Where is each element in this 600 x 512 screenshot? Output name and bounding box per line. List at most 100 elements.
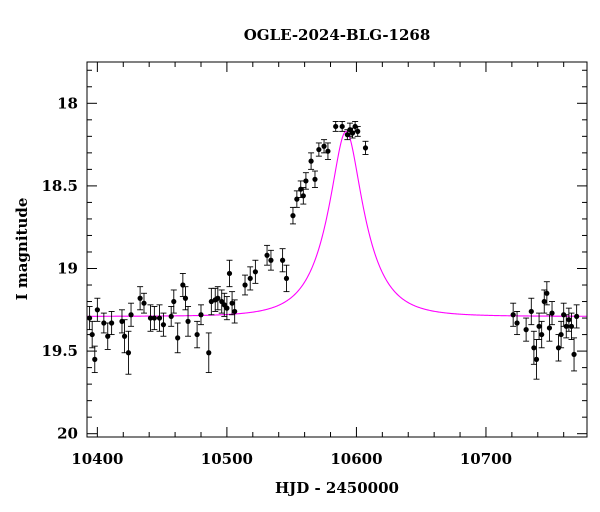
data-marker xyxy=(536,323,542,329)
data-marker xyxy=(325,148,331,154)
data-marker xyxy=(539,331,545,338)
data-point xyxy=(289,206,296,225)
data-marker xyxy=(546,325,553,331)
data-point xyxy=(247,266,254,291)
data-point xyxy=(571,337,578,372)
data-marker xyxy=(268,257,274,263)
data-point xyxy=(538,320,545,349)
model-curve xyxy=(87,130,587,317)
data-point xyxy=(104,322,111,350)
data-point xyxy=(174,322,181,354)
data-marker xyxy=(160,322,167,328)
data-marker xyxy=(94,307,100,313)
data-marker xyxy=(128,312,134,318)
data-marker xyxy=(141,300,147,306)
data-point xyxy=(528,297,535,326)
data-point xyxy=(514,310,521,336)
chart-title: OGLE-2024-BLG-1268 xyxy=(244,26,431,44)
data-point xyxy=(147,304,154,332)
data-marker xyxy=(321,143,327,149)
data-marker xyxy=(514,320,520,326)
data-marker xyxy=(574,313,580,320)
data-point xyxy=(226,259,233,288)
data-marker xyxy=(279,257,286,263)
data-point xyxy=(125,330,132,375)
data-marker xyxy=(185,318,191,324)
data-point xyxy=(321,139,328,154)
data-marker xyxy=(333,123,339,130)
data-point xyxy=(242,274,249,296)
data-marker xyxy=(362,145,369,151)
data-point xyxy=(128,302,135,327)
data-marker xyxy=(558,331,564,338)
data-point xyxy=(568,312,575,340)
data-point xyxy=(293,190,300,208)
data-point xyxy=(229,291,236,316)
data-point xyxy=(300,187,307,205)
data-point xyxy=(308,152,315,170)
data-point xyxy=(137,286,144,311)
data-marker xyxy=(232,308,238,315)
data-marker xyxy=(283,275,290,282)
data-marker xyxy=(206,350,212,356)
data-marker xyxy=(168,313,174,320)
data-point xyxy=(354,125,361,137)
data-marker xyxy=(339,123,345,130)
data-marker xyxy=(300,193,306,199)
data-point xyxy=(324,142,331,160)
data-point xyxy=(549,301,556,326)
data-point xyxy=(89,320,96,349)
data-marker xyxy=(523,327,529,333)
data-marker xyxy=(125,350,132,356)
data-marker xyxy=(215,295,221,301)
data-marker xyxy=(303,178,309,184)
data-point xyxy=(264,244,271,266)
data-point xyxy=(563,314,570,339)
data-point xyxy=(151,306,158,331)
data-point xyxy=(543,281,550,306)
data-marker xyxy=(563,323,569,329)
data-marker xyxy=(531,345,537,351)
y-tick-label: 18.5 xyxy=(41,177,78,195)
data-marker xyxy=(566,317,572,323)
data-point xyxy=(218,289,225,314)
data-point xyxy=(91,345,98,374)
data-marker xyxy=(171,298,177,305)
data-marker xyxy=(510,312,516,318)
data-point xyxy=(252,259,259,284)
y-tick-label: 18 xyxy=(57,94,78,112)
data-marker xyxy=(355,128,361,134)
data-marker xyxy=(308,158,314,164)
data-marker xyxy=(89,331,95,338)
data-point xyxy=(541,289,548,314)
data-marker xyxy=(92,356,98,362)
model-layer xyxy=(87,130,587,317)
data-marker xyxy=(571,351,577,358)
data-marker xyxy=(533,356,540,362)
plot-frame xyxy=(86,61,588,438)
data-marker xyxy=(226,270,233,277)
data-point xyxy=(182,286,189,311)
x-tick-label: 10500 xyxy=(201,450,253,468)
data-point xyxy=(208,287,215,316)
data-point xyxy=(565,307,572,332)
data-point xyxy=(311,170,318,189)
data-point xyxy=(160,312,167,337)
data-marker xyxy=(229,300,235,306)
data-point xyxy=(140,292,147,314)
data-point xyxy=(536,312,543,340)
y-axis-label: I magnitude xyxy=(13,198,31,301)
x-axis-label: HJD - 2450000 xyxy=(275,479,399,497)
data-point xyxy=(170,289,177,314)
data-marker xyxy=(568,323,575,329)
data-point xyxy=(179,273,186,298)
data-marker xyxy=(151,315,157,321)
data-point xyxy=(108,310,115,336)
data-marker xyxy=(252,269,258,275)
data-marker xyxy=(194,331,200,338)
data-point xyxy=(121,319,128,354)
data-point xyxy=(339,121,346,132)
data-point xyxy=(573,304,580,329)
data-marker xyxy=(544,290,550,296)
